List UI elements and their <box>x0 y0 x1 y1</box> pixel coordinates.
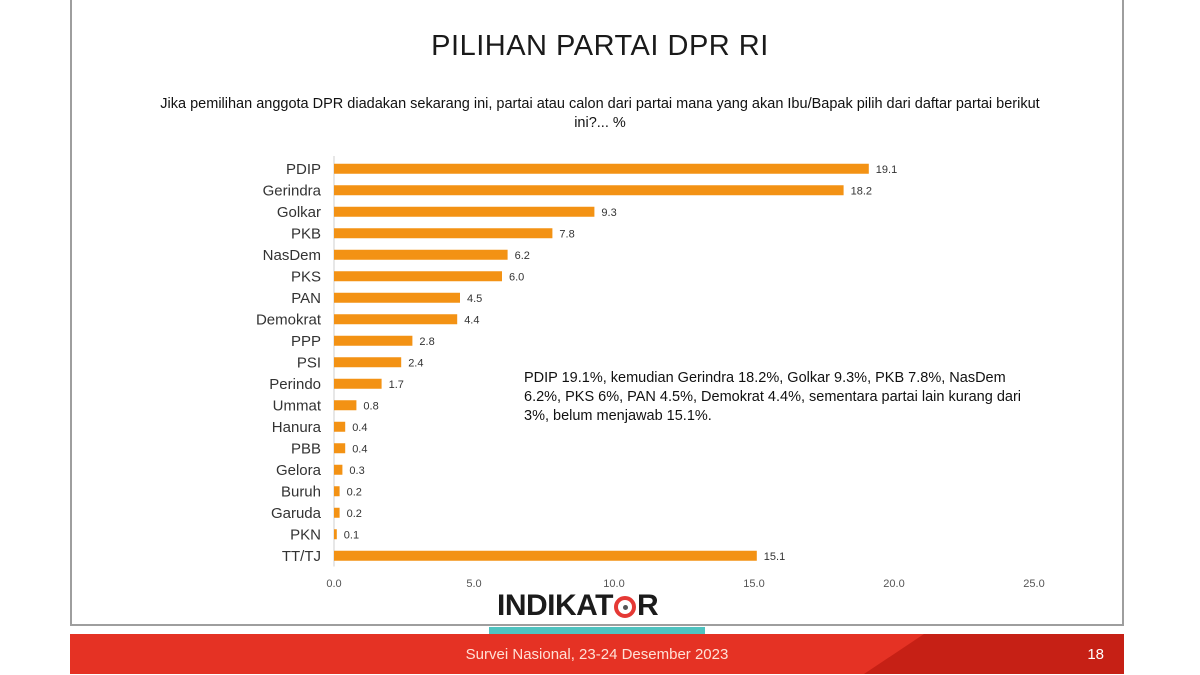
category-label: Demokrat <box>256 311 322 328</box>
bar <box>334 507 340 518</box>
slide-frame <box>70 0 1124 626</box>
category-label: PSI <box>297 354 321 371</box>
x-tick-label: 10.0 <box>603 578 624 590</box>
bar <box>334 357 402 368</box>
category-label: NasDem <box>263 247 321 264</box>
bar <box>334 550 757 561</box>
category-label: Perindo <box>269 376 321 393</box>
logo-text-right: R <box>636 589 659 622</box>
bar <box>334 443 346 454</box>
category-label: PKS <box>291 268 321 285</box>
bar <box>334 249 508 260</box>
bar <box>334 378 382 389</box>
bar <box>334 464 343 475</box>
page-number: 18 <box>1087 646 1104 663</box>
data-label: 0.2 <box>347 508 362 520</box>
data-label: 0.2 <box>347 486 362 498</box>
category-label: Garuda <box>271 505 322 522</box>
data-label: 6.2 <box>515 250 530 262</box>
x-tick-label: 15.0 <box>743 578 764 590</box>
category-label: Buruh <box>281 483 321 500</box>
bar <box>334 163 869 174</box>
data-label: 0.8 <box>363 400 378 412</box>
data-label: 4.4 <box>464 314 479 326</box>
data-label: 7.8 <box>559 228 574 240</box>
bar <box>334 271 502 282</box>
category-label: Gelora <box>276 462 322 479</box>
footer-text: Survei Nasional, 23-24 Desember 2023 <box>465 646 729 663</box>
footer-bar: Survei Nasional, 23-24 Desember 2023 18 <box>70 634 1124 674</box>
category-label: Golkar <box>277 204 321 221</box>
x-tick-label: 0.0 <box>326 578 341 590</box>
data-label: 1.7 <box>389 379 404 391</box>
indikator-logo: INDIKAT R <box>497 589 659 623</box>
logo-text-left: INDIKAT <box>497 589 613 622</box>
bar <box>334 486 340 497</box>
x-tick-label: 20.0 <box>883 578 904 590</box>
bar <box>334 529 337 540</box>
category-label: Gerindra <box>263 182 322 199</box>
data-label: 2.4 <box>408 357 423 369</box>
bar <box>334 292 460 303</box>
data-label: 0.1 <box>344 529 359 541</box>
data-label: 4.5 <box>467 293 482 305</box>
category-label: Hanura <box>272 419 322 436</box>
data-label: 2.8 <box>419 336 434 348</box>
logo-target-icon <box>613 596 636 618</box>
data-label: 15.1 <box>764 551 785 563</box>
bar <box>334 314 458 325</box>
category-label: Ummat <box>273 397 322 414</box>
summary-annotation: PDIP 19.1%, kemudian Gerindra 18.2%, Gol… <box>524 370 1022 424</box>
x-tick-label: 5.0 <box>466 578 481 590</box>
data-label: 0.4 <box>352 422 367 434</box>
bar <box>334 421 346 432</box>
category-label: PPP <box>291 333 321 350</box>
category-label: PKB <box>291 225 321 242</box>
bar <box>334 228 553 239</box>
category-label: PBB <box>291 440 321 457</box>
bar <box>334 335 413 346</box>
category-label: TT/TJ <box>282 548 321 565</box>
category-label: PKN <box>290 526 321 543</box>
category-label: PAN <box>291 290 321 307</box>
data-label: 6.0 <box>509 271 524 283</box>
data-label: 0.3 <box>349 465 364 477</box>
chart-title: PILIHAN PARTAI DPR RI <box>431 30 769 62</box>
data-label: 0.4 <box>352 443 367 455</box>
x-tick-label: 25.0 <box>1023 578 1044 590</box>
data-label: 19.1 <box>876 164 897 176</box>
chart-subtitle: Jika pemilihan anggota DPR diadakan seka… <box>160 96 1040 131</box>
bar <box>334 400 357 411</box>
bar <box>334 185 844 196</box>
data-label: 9.3 <box>601 207 616 219</box>
bar <box>334 206 595 217</box>
data-label: 18.2 <box>851 185 872 197</box>
category-label: PDIP <box>286 161 321 178</box>
